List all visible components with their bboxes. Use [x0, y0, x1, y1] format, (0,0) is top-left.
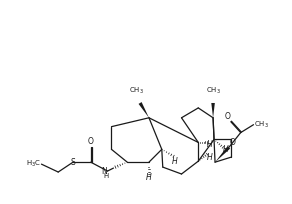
- Text: CH$_3$: CH$_3$: [206, 86, 220, 96]
- Text: H: H: [103, 173, 109, 179]
- Text: O: O: [88, 137, 94, 146]
- Text: H: H: [146, 173, 152, 182]
- Text: H: H: [207, 140, 213, 149]
- Text: H: H: [207, 153, 213, 162]
- Polygon shape: [211, 103, 215, 118]
- Text: O: O: [230, 138, 235, 147]
- Text: H: H: [172, 157, 178, 166]
- Polygon shape: [215, 146, 230, 162]
- Text: S: S: [70, 158, 75, 167]
- Text: H: H: [223, 145, 229, 154]
- Text: N: N: [101, 167, 107, 176]
- Text: CH$_3$: CH$_3$: [129, 86, 144, 96]
- Polygon shape: [139, 102, 149, 118]
- Text: H$_3$C: H$_3$C: [26, 159, 41, 169]
- Text: O: O: [224, 112, 230, 121]
- Text: CH$_3$: CH$_3$: [254, 120, 269, 130]
